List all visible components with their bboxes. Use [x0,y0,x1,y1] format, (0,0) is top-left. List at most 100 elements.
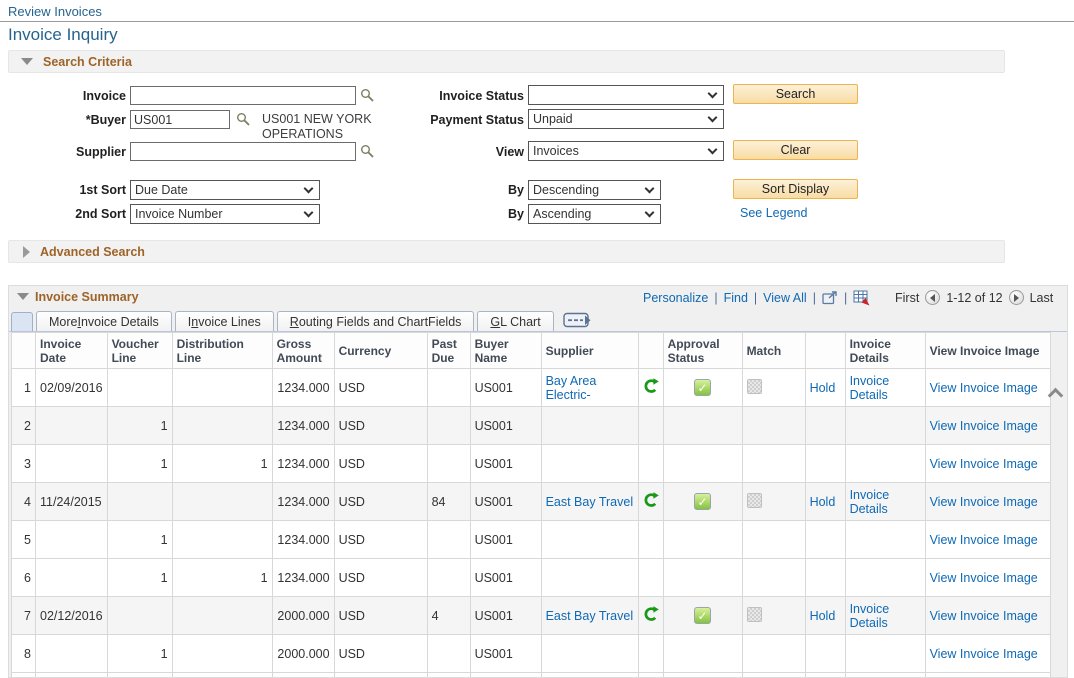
next-page-icon[interactable] [1008,290,1024,305]
breadcrumb[interactable]: Review Invoices [8,4,102,19]
view-invoice-image-link[interactable]: View Invoice Image [929,646,1038,661]
grid-header-bar: Invoice Summary Personalize | Find | Vie… [9,286,1067,310]
cell-view-invoice-image: View Invoice Image [924,482,1051,521]
search-criteria-section-bar[interactable]: Search Criteria [8,50,1005,73]
invoice-details-link[interactable]: Invoice Details [849,373,890,402]
cell-invoice-date: 02/09/2016 [35,368,108,407]
clear-button[interactable]: Clear [733,140,858,160]
hold-link[interactable]: Hold [809,494,836,509]
search-button[interactable]: Search [733,84,858,104]
view-invoice-image-link[interactable]: View Invoice Image [929,380,1038,395]
buyer-lookup-icon[interactable] [236,112,251,127]
cell-buyer-name: US001 [469,558,542,597]
cell-hold [804,406,846,445]
cell-hold [804,634,846,673]
advanced-search-section-bar[interactable]: Advanced Search [8,240,1005,263]
sort1-select[interactable]: Due Date [130,180,320,200]
cell-invoice-date [35,444,108,483]
tab-label-part: outing Fields and ChartFields [298,314,462,329]
invoice-lookup-icon[interactable] [360,88,375,103]
supplier-link[interactable]: East Bay Travel [545,494,634,509]
sort2-by-select[interactable]: Ascending [528,204,661,224]
view-invoice-image-link[interactable]: View Invoice Image [929,418,1038,433]
cell-voucher-line [106,368,173,407]
view-invoice-image-link[interactable]: View Invoice Image [929,608,1038,623]
select-value: Descending [533,183,600,197]
payment-status-select[interactable]: Unpaid [528,109,724,129]
previous-page-icon[interactable] [925,290,941,305]
view-select[interactable]: Invoices [528,141,724,161]
supplier-lookup-icon[interactable] [360,144,375,159]
select-value: Due Date [135,183,188,197]
last-link[interactable]: Last [1029,290,1054,305]
personalize-link[interactable]: Personalize [643,291,709,305]
invoice-status-select[interactable] [528,85,724,105]
invoice-input[interactable] [130,86,356,105]
cell-invoice-details [844,444,926,483]
cell-invoice-details [844,558,926,597]
collapse-triangle-icon[interactable] [17,293,29,300]
refresh-icon[interactable] [643,378,659,394]
hold-link[interactable]: Hold [809,380,836,395]
show-all-columns-icon[interactable] [562,312,591,329]
sort-display-button[interactable]: Sort Display [733,179,858,199]
cell-buyer-name: US001 [469,406,542,445]
cell-view-invoice-image: View Invoice Image [924,444,1051,483]
first-link[interactable]: First [895,290,920,305]
invoice-status-label: Invoice Status [439,89,524,103]
cell-approval-icon [662,520,743,559]
view-all-link[interactable]: View All [763,291,807,305]
col-past-due: Past Due [426,332,471,369]
view-invoice-image-link[interactable]: View Invoice Image [929,456,1038,471]
cell-num: 3 [11,444,36,483]
find-link[interactable]: Find [723,291,748,305]
cell-match-icon [741,406,806,445]
invoice-details-link[interactable]: Invoice Details [849,487,890,516]
cell-num: 2 [11,406,36,445]
cell-supplier [540,406,639,445]
cell-invoice-details: Invoice Details [844,596,926,635]
download-grid-icon[interactable] [853,290,870,306]
cell-voucher-line: 1 [106,444,173,483]
cell-num: 6 [11,558,36,597]
invoice-details-link[interactable]: Invoice Details [849,601,890,630]
supplier-link[interactable]: East Bay Travel [545,608,634,623]
approved-check-icon[interactable] [694,493,712,510]
supplier-input[interactable] [130,142,356,161]
buyer-input[interactable] [130,110,230,129]
cell-hold [804,520,846,559]
cell-hold: Hold [804,596,846,635]
approved-check-icon[interactable] [694,607,712,624]
sort1-by-select[interactable]: Descending [528,180,661,200]
cell-currency: USD [333,596,428,635]
cell-num: 5 [11,520,36,559]
hold-link[interactable]: Hold [809,608,836,623]
approved-check-icon[interactable] [694,379,712,396]
refresh-icon[interactable] [643,492,659,508]
view-invoice-image-link[interactable]: View Invoice Image [929,532,1038,547]
view-invoice-image-link[interactable]: View Invoice Image [929,494,1038,509]
view-invoice-image-link[interactable]: View Invoice Image [929,570,1038,585]
cell-view-invoice-image: View Invoice Image [924,406,1051,445]
separator: | [714,291,718,305]
refresh-icon[interactable] [643,606,659,622]
supplier-link[interactable]: Bay Area Electric- [545,373,597,402]
popup-window-icon[interactable] [822,291,838,305]
view-label: View [495,145,524,159]
cell-voucher-line [106,482,173,521]
separator: | [843,291,848,305]
cell-gross-amount: 1234.000 [271,558,335,597]
cell-refresh-icon [637,368,664,407]
cell-gross-amount: 2000.000 [271,596,335,635]
see-legend-link[interactable]: See Legend [740,206,808,220]
cell-approval-icon [662,596,743,635]
cell-refresh-icon [637,634,664,673]
cell-approval-icon [662,558,743,597]
sort2-select[interactable]: Invoice Number [130,204,320,224]
cell-past-due [426,520,471,559]
sort1-label: 1st Sort [79,183,126,197]
